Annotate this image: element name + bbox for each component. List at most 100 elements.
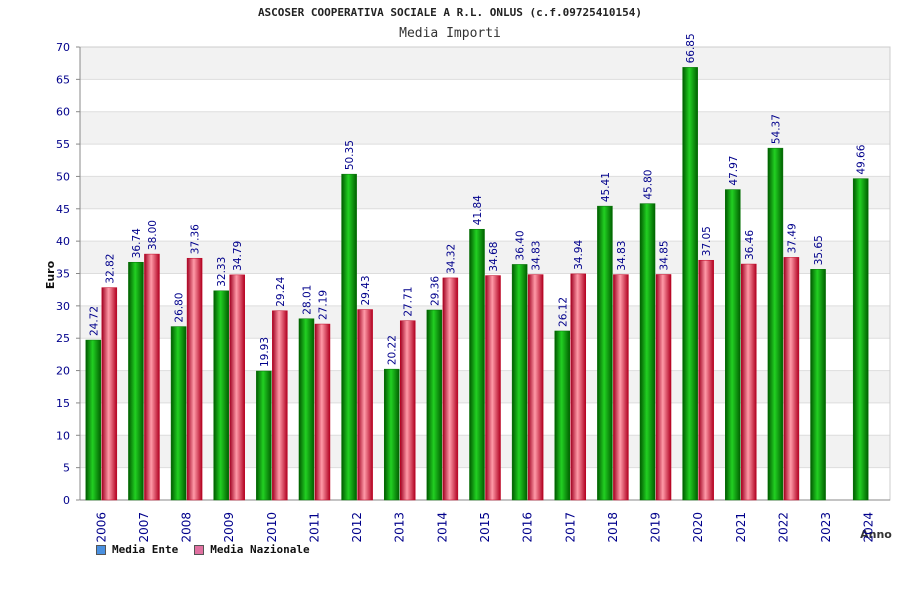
bar — [469, 228, 485, 501]
x-tick-label: 2023 — [819, 512, 833, 543]
bar — [767, 147, 784, 501]
x-tick-label: 2014 — [435, 512, 449, 543]
legend-label-nazionale: Media Nazionale — [210, 543, 310, 556]
data-label: 26.80 — [174, 293, 186, 323]
data-label: 37.36 — [190, 224, 202, 254]
data-label: 47.97 — [728, 156, 740, 186]
legend: Media Ente Media Nazionale — [96, 543, 310, 556]
bar — [383, 368, 400, 501]
data-label: 49.66 — [856, 144, 868, 174]
data-label: 32.33 — [216, 257, 228, 287]
data-label: 54.37 — [770, 114, 782, 144]
y-tick-label: 50 — [56, 170, 70, 183]
grid-band — [80, 79, 890, 112]
y-tick-label: 65 — [56, 73, 70, 86]
data-label: 28.01 — [301, 285, 313, 315]
x-tick-label: 2017 — [563, 512, 577, 543]
y-tick-label: 30 — [56, 300, 70, 313]
y-tick-label: 45 — [56, 203, 70, 216]
data-label: 37.05 — [701, 226, 713, 256]
legend-item-ente: Media Ente — [96, 543, 178, 556]
x-tick-label: 2022 — [776, 512, 790, 543]
y-tick-label: 55 — [56, 138, 70, 151]
bar — [170, 326, 187, 501]
data-label: 34.83 — [616, 241, 628, 271]
y-tick-label: 35 — [56, 268, 70, 281]
x-tick-label: 2008 — [180, 512, 194, 543]
data-label: 19.93 — [259, 337, 271, 367]
data-label: 24.72 — [88, 306, 100, 336]
bar — [810, 269, 826, 501]
bar — [570, 273, 587, 501]
bar — [101, 287, 118, 501]
bar — [186, 257, 203, 501]
x-tick-label: 2015 — [478, 512, 492, 543]
y-tick-label: 25 — [56, 332, 70, 345]
bar — [314, 323, 331, 501]
grid-band — [80, 208, 890, 242]
bar — [485, 275, 501, 501]
bar — [511, 264, 528, 501]
y-tick-label: 70 — [56, 41, 70, 54]
y-tick-label: 5 — [63, 462, 70, 475]
data-label: 50.35 — [344, 140, 356, 170]
data-label: 27.71 — [403, 287, 415, 317]
bar — [655, 274, 672, 501]
bar — [725, 189, 741, 501]
x-tick-label: 2018 — [606, 512, 620, 543]
bar — [128, 261, 144, 501]
data-label: 29.24 — [275, 276, 287, 306]
data-label: 29.43 — [360, 275, 372, 305]
x-tick-label: 2007 — [137, 512, 151, 543]
bar — [741, 263, 757, 501]
bar — [144, 253, 160, 501]
bar — [298, 318, 315, 501]
legend-swatch-ente — [96, 544, 106, 555]
bar — [698, 259, 714, 501]
data-label: 37.49 — [786, 223, 798, 253]
bar — [399, 320, 416, 501]
grid-band — [80, 111, 890, 145]
x-tick-label: 2021 — [734, 512, 748, 543]
x-tick-label: 2013 — [393, 512, 407, 543]
bar — [229, 274, 245, 501]
x-tick-label: 2020 — [691, 512, 705, 543]
data-label: 36.46 — [744, 230, 756, 260]
grid-band — [80, 47, 890, 80]
bar — [527, 274, 544, 501]
data-label: 66.85 — [685, 33, 697, 63]
bar — [85, 339, 102, 501]
bar — [213, 290, 229, 501]
data-label: 34.68 — [488, 242, 500, 272]
x-axis-label: Anno — [860, 528, 892, 541]
bar — [554, 330, 571, 501]
x-tick-label: 2012 — [350, 512, 364, 543]
chart-title: ASCOSER COOPERATIVA SOCIALE A R.L. ONLUS… — [257, 6, 643, 19]
data-label: 38.00 — [147, 220, 159, 250]
x-tick-label: 2019 — [649, 512, 663, 543]
data-label: 36.74 — [131, 228, 143, 258]
data-label: 27.19 — [317, 290, 329, 320]
x-tick-label: 2006 — [94, 512, 108, 543]
y-tick-label: 20 — [56, 365, 70, 378]
data-label: 34.94 — [573, 240, 585, 270]
x-tick-label: 2009 — [222, 512, 236, 543]
legend-item-nazionale: Media Nazionale — [194, 543, 310, 556]
x-tick-label: 2016 — [521, 512, 535, 543]
bar — [783, 257, 800, 501]
grid-band — [80, 176, 890, 209]
y-tick-label: 15 — [56, 397, 70, 410]
x-tick-label: 2011 — [307, 512, 321, 543]
bar — [341, 173, 357, 501]
data-label: 41.84 — [472, 195, 484, 225]
bar — [272, 310, 288, 501]
data-label: 32.82 — [104, 254, 116, 284]
data-label: 34.79 — [232, 241, 244, 271]
y-tick-label: 40 — [56, 235, 70, 248]
x-tick-label: 2010 — [265, 512, 279, 543]
y-axis-label: Euro — [44, 260, 57, 289]
y-tick-label: 10 — [56, 429, 70, 442]
y-tick-label: 0 — [63, 494, 70, 507]
